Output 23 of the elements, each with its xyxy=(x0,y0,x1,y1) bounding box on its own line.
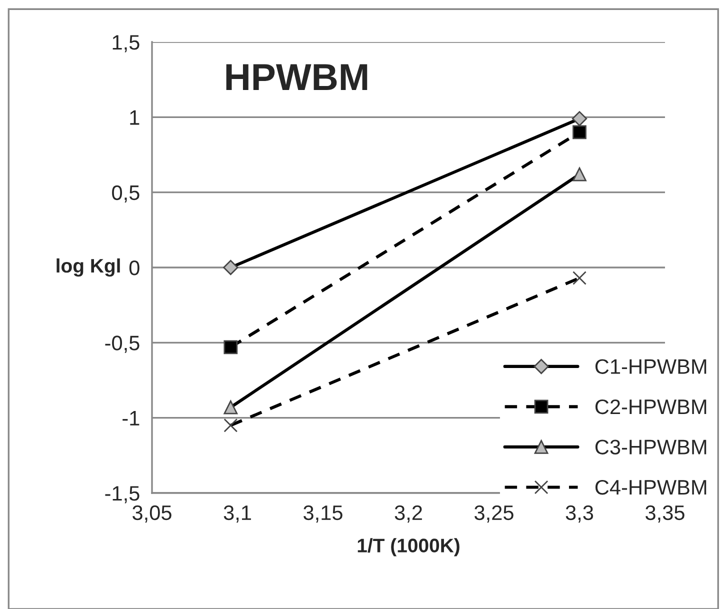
y-tick-label: -1,5 xyxy=(105,486,140,504)
y-axis-title: log Kgl xyxy=(56,258,120,277)
x-tick-label: 3,2 xyxy=(394,505,422,523)
legend-label: C2-HPWBM xyxy=(595,399,706,414)
x-tick-label: 3,05 xyxy=(132,505,172,523)
x-axis-title: 1/T (1000K) xyxy=(358,538,460,556)
x-tick-label: 3,25 xyxy=(474,505,514,523)
legend-label: C4-HPWBM xyxy=(595,480,706,495)
y-tick-label: -1 xyxy=(122,411,140,426)
y-tick-label: 0 xyxy=(129,260,140,276)
x-tick-label: 3,15 xyxy=(304,505,342,523)
x-tick-label: 3,3 xyxy=(566,505,594,523)
x-tick-label: 3,35 xyxy=(646,505,684,523)
legend-label: C1-HPWBM xyxy=(595,359,706,374)
y-tick-label: 1,5 xyxy=(112,35,140,52)
point xyxy=(572,125,586,140)
x-tick-label: 3,1 xyxy=(224,505,251,523)
y-tick-label: -0,5 xyxy=(105,336,140,353)
y-tick-label: 0,5 xyxy=(112,185,140,203)
legend-label: C3-HPWBM xyxy=(595,440,706,454)
y-tick-label: 1 xyxy=(130,110,140,125)
chart-title: HPWBM xyxy=(226,64,368,90)
point xyxy=(224,340,238,354)
